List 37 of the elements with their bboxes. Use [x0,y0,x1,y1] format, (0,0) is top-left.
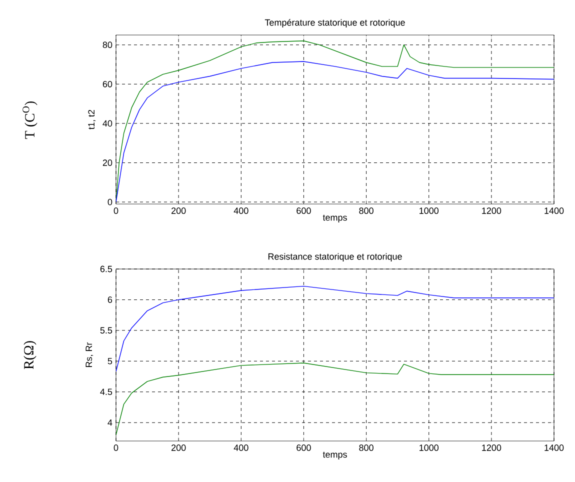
x-tick-label: 1000 [420,208,439,214]
line-series [116,362,554,436]
x-tick-label: 1400 [544,208,564,214]
y-tick-label: 6 [108,296,112,303]
y-tick-label: 4.5 [100,388,112,396]
x-tick-label: 400 [234,444,248,451]
x-tick-label: 600 [296,444,311,451]
y-tick-label: 80 [102,42,112,48]
y-axis-title: t1, t2 [88,110,96,130]
x-tick-label: 400 [234,208,248,214]
x-tick-label: 1400 [544,444,564,451]
x-axis-title: temps [322,452,347,460]
x-tick-label: 1200 [482,208,502,214]
text: T (C$^{O}$) [22,101,38,139]
chart-title: Température statorique et rotorique [264,18,405,28]
x-tick-label: 200 [172,444,186,451]
y-tick-label: 60 [102,80,112,88]
y-axis-title: Rs, Rr [86,342,94,368]
text: R(Ω) [24,341,36,370]
y-tick-label: 4 [108,419,112,426]
y-tick-label: 0 [108,198,112,206]
y-tick-label: 6.5 [100,266,112,272]
x-axis-title: temps [322,214,347,222]
y-tick-label: 5.5 [100,327,112,334]
x-tick-label: 0 [114,444,118,451]
x-tick-label: 800 [359,208,374,214]
x-tick-label: 0 [114,208,118,214]
x-tick-label: 600 [296,208,311,214]
x-tick-label: 200 [172,208,186,214]
line-series [116,286,554,372]
x-tick-label: 800 [359,444,374,451]
y-tick-label: 20 [102,160,112,166]
x-tick-label: 1000 [420,444,439,451]
x-tick-label: 1200 [482,444,502,451]
y-tick-label: 40 [102,120,112,127]
y-tick-label: 5 [108,358,112,364]
chart-title: Resistance statorique et rotorique [268,253,402,262]
